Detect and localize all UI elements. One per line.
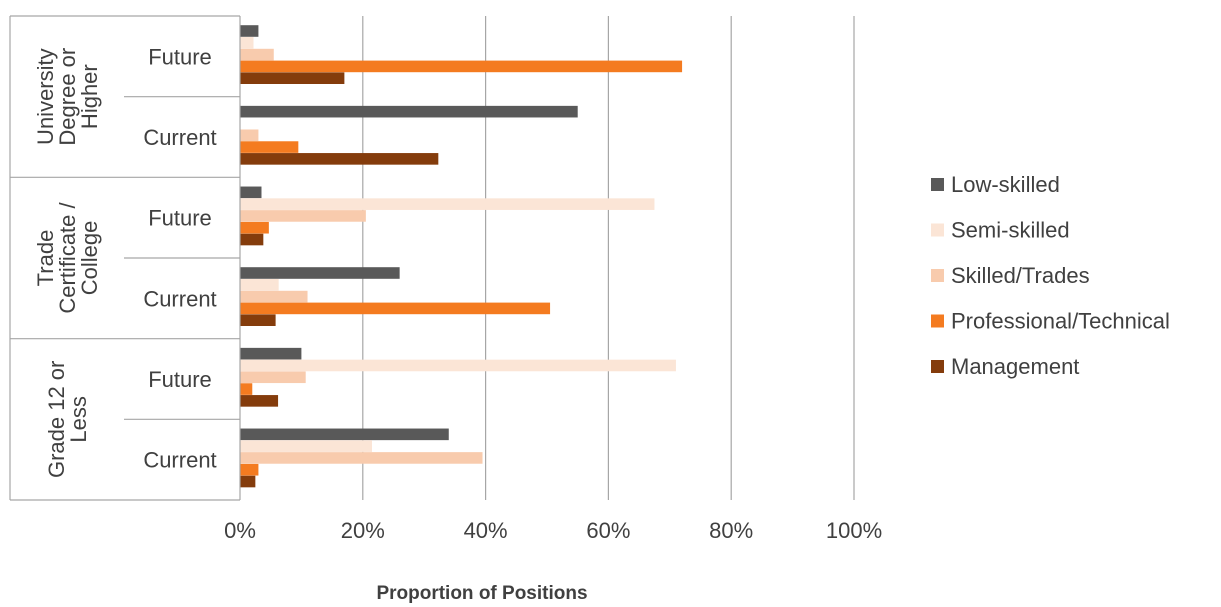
bar-management [240,314,276,326]
legend-item-skilled-trades: Skilled/Trades [931,263,1090,288]
gridlines [362,16,855,500]
bar-management [240,395,279,407]
bar-semi-skilled [240,279,279,291]
bar-professional-technical [240,383,253,395]
bar-management [240,72,345,84]
bars [240,25,683,488]
legend-label: Skilled/Trades [951,263,1090,288]
x-tick-label: 20% [341,518,385,543]
bar-skilled-trades [240,129,259,142]
legend-label: Professional/Technical [951,309,1170,334]
category-label: Future [148,367,212,392]
bar-professional-technical [240,141,299,153]
legend-swatch [931,223,944,237]
group-label: UniversityDegree orHigher [33,48,102,146]
bar-low-skilled [240,186,262,199]
legend-label: Management [951,354,1079,379]
legend-item-professional-technical: Professional/Technical [931,309,1170,334]
bar-professional-technical [240,463,259,476]
category-labels: Future Current UniversityDegree orHigher Fu… [33,44,217,478]
bar-skilled-trades [240,48,274,61]
bar-management [240,233,264,246]
legend-label: Low-skilled [951,172,1060,197]
bar-professional-technical [240,302,551,315]
legend-item-management: Management [931,354,1079,379]
legend-swatch [931,178,944,191]
x-tick-label: 100% [826,518,882,543]
bar-low-skilled [240,105,578,118]
bar-skilled-trades [240,290,308,303]
bar-low-skilled [240,267,400,279]
axes [9,15,241,501]
legend-swatch [931,269,944,282]
category-label: Future [148,206,212,231]
x-tick-label: 0% [224,518,256,543]
legend-swatch [931,314,944,328]
bar-low-skilled [240,428,449,441]
legend: Low-skilled Semi-skilled Skilled/Trades Pro… [931,172,1170,379]
x-tick-label: 60% [586,518,630,543]
bar-management [240,475,256,488]
bar-skilled-trades [240,371,306,384]
bar-semi-skilled [240,359,676,372]
bar-semi-skilled [240,37,254,49]
bar-management [240,153,439,165]
bar-low-skilled [240,347,302,360]
x-tick-label: 80% [709,518,753,543]
bar-professional-technical [240,60,683,73]
category-label: Current [143,286,216,311]
category-label: Current [143,125,216,150]
bar-semi-skilled [240,198,655,210]
bar-professional-technical [240,221,269,234]
legend-label: Semi-skilled [951,218,1070,243]
category-label: Future [148,44,212,69]
bar-semi-skilled [240,440,373,452]
x-axis-label: Proportion of Positions [376,583,587,604]
x-tick-labels: 0% 20% 40% 60% 80% 100% [224,518,882,543]
legend-swatch [931,360,944,373]
bar-skilled-trades [240,452,483,464]
group-label: TradeCertificate /College [33,201,102,313]
x-tick-label: 40% [464,518,508,543]
legend-item-low-skilled: Low-skilled [931,172,1060,197]
group-label: Grade 12 orLess [44,361,91,478]
legend-item-semi-skilled: Semi-skilled [931,218,1070,243]
bar-low-skilled [240,25,259,37]
bar-skilled-trades [240,210,366,222]
category-label: Current [143,448,216,473]
